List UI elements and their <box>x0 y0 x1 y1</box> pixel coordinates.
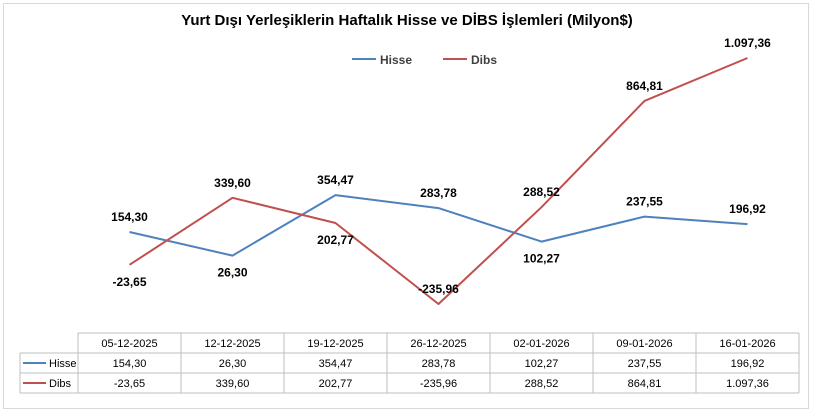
legend: Hisse Dibs <box>352 53 497 67</box>
data-labels: 154,30 26,30 354,47 283,78 102,27 237,55 196,9… <box>111 36 771 296</box>
table-cell: 154,30 <box>113 358 147 370</box>
x-tick-label: 26-12-2025 <box>410 338 466 350</box>
table-series-name-dibs: Dibs <box>49 378 72 390</box>
table-cell: 202,77 <box>319 378 353 390</box>
x-tick-label: 05-12-2025 <box>101 338 157 350</box>
data-label-dibs: -23,65 <box>112 275 146 289</box>
data-label-hisse: 154,30 <box>111 210 148 224</box>
table-cell: 196,92 <box>731 358 765 370</box>
table-cell: -23,65 <box>114 378 145 390</box>
data-label-dibs: 288,52 <box>523 185 560 199</box>
data-label-hisse: 102,27 <box>523 252 560 266</box>
x-tick-label: 19-12-2025 <box>307 338 363 350</box>
table-cell: 354,47 <box>319 358 353 370</box>
x-tick-label: 02-01-2026 <box>513 338 569 350</box>
x-tick-label: 16-01-2026 <box>719 338 775 350</box>
table-cell: 237,55 <box>628 358 662 370</box>
chart-frame <box>3 3 809 409</box>
table-cell: 26,30 <box>219 358 247 370</box>
data-label-dibs: 339,60 <box>214 176 251 190</box>
series-line-dibs <box>128 57 748 305</box>
series-line-hisse <box>129 194 748 257</box>
data-label-hisse: 354,47 <box>317 173 354 187</box>
x-tick-label: 12-12-2025 <box>204 338 260 350</box>
data-label-dibs: 864,81 <box>626 79 663 93</box>
data-label-hisse: 283,78 <box>420 186 457 200</box>
legend-label-hisse: Hisse <box>380 53 412 67</box>
table-cell: 864,81 <box>628 378 662 390</box>
table-cell: 283,78 <box>422 358 456 370</box>
data-label-dibs: 1.097,36 <box>724 36 771 50</box>
table-cell: 288,52 <box>525 378 559 390</box>
data-label-hisse: 26,30 <box>217 266 247 280</box>
series-lines <box>128 57 748 305</box>
table-cell: -235,96 <box>420 378 457 390</box>
table-cell: 102,27 <box>525 358 559 370</box>
legend-label-dibs: Dibs <box>471 53 497 67</box>
data-label-dibs: 202,77 <box>317 233 354 247</box>
table-cell: 1.097,36 <box>726 378 769 390</box>
x-tick-label: 09-01-2026 <box>616 338 672 350</box>
data-table: 05-12-2025 12-12-2025 19-12-2025 26-12-2025… <box>19 332 800 394</box>
chart-title: Yurt Dışı Yerleşiklerin Haftalık Hisse v… <box>181 12 633 29</box>
table-cell: 339,60 <box>216 378 250 390</box>
data-label-hisse: 237,55 <box>626 195 663 209</box>
data-label-dibs: -235,96 <box>418 282 459 296</box>
table-series-name-hisse: Hisse <box>49 358 77 370</box>
data-label-hisse: 196,92 <box>729 202 766 216</box>
